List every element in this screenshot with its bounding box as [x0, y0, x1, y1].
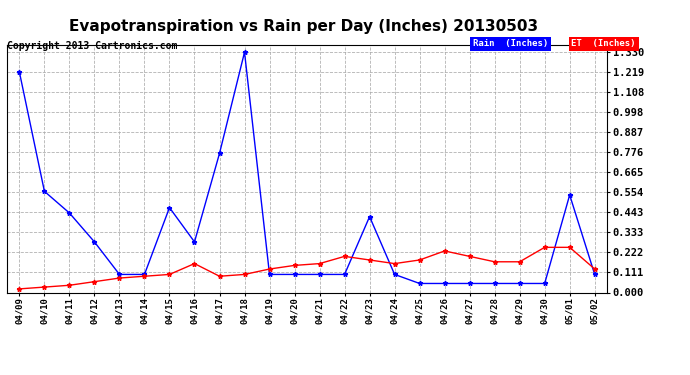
Text: Rain  (Inches): Rain (Inches) — [473, 39, 548, 48]
Text: Evapotranspiration vs Rain per Day (Inches) 20130503: Evapotranspiration vs Rain per Day (Inch… — [69, 19, 538, 34]
Text: ET  (Inches): ET (Inches) — [571, 39, 635, 48]
Text: Copyright 2013 Cartronics.com: Copyright 2013 Cartronics.com — [7, 41, 177, 51]
